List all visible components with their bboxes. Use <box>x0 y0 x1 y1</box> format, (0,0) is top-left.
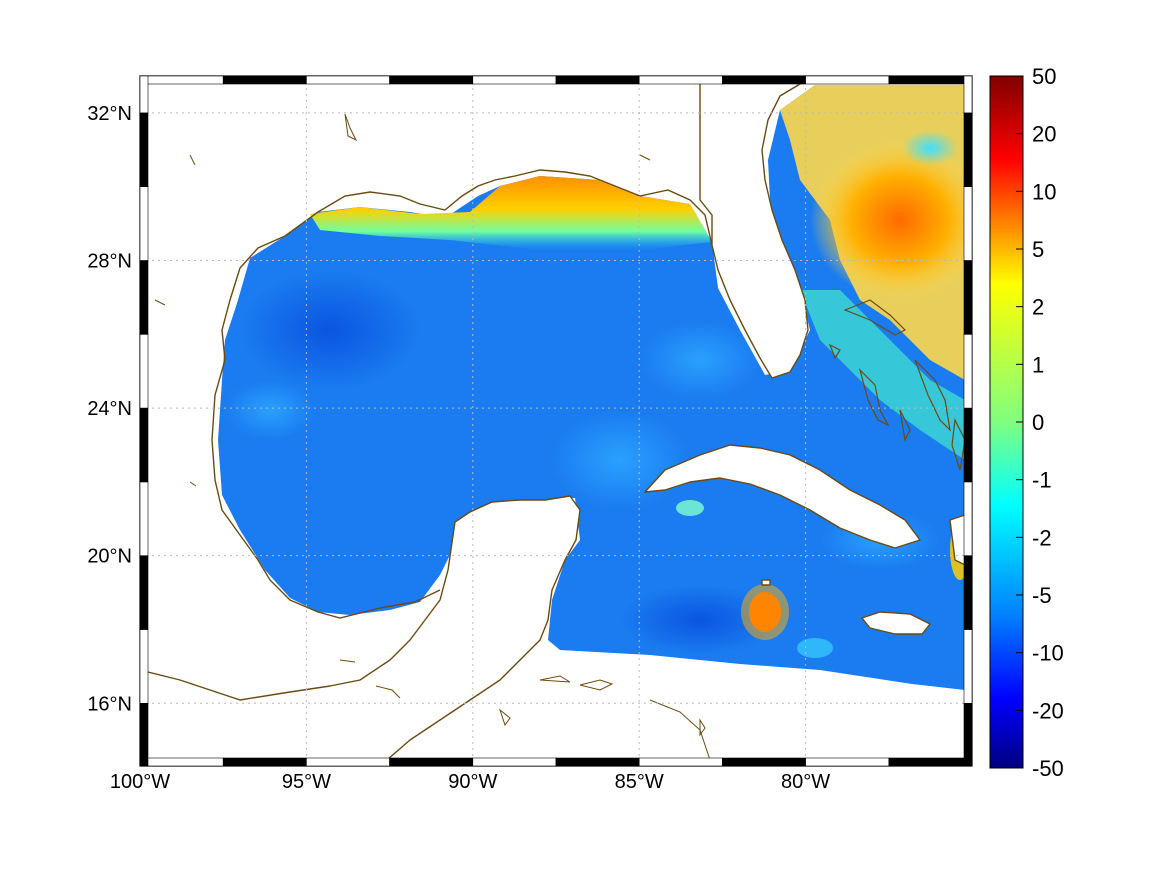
cuba <box>644 444 921 549</box>
colorbar-label: -20 <box>1032 698 1064 723</box>
small-island <box>761 579 771 586</box>
bahamas-band <box>800 290 965 460</box>
frame-band-right <box>963 75 973 114</box>
frame-band-right <box>963 260 973 335</box>
lat-tick-label: 16°N <box>87 693 132 715</box>
frame-band-bottom <box>306 757 390 767</box>
frame-band-right <box>963 186 973 261</box>
lon-tick-label: 80°W <box>781 771 830 793</box>
florida-peninsula <box>699 76 821 379</box>
frame-band-right <box>963 629 973 704</box>
lat-tick-label: 20°N <box>87 546 132 568</box>
frame-band-left <box>139 629 149 704</box>
frame-band-top <box>722 75 806 85</box>
frame-band-top <box>306 75 390 85</box>
frame-band-bottom <box>722 757 806 767</box>
colorbar-label: -5 <box>1032 583 1052 608</box>
atlantic-hot-core <box>810 140 972 300</box>
colorbar-label: 2 <box>1032 295 1044 320</box>
frame-band-top <box>222 75 307 85</box>
frame-band-bottom <box>139 757 224 767</box>
frame-band-left <box>139 75 149 114</box>
ocean-eddy <box>225 380 315 440</box>
lat-tick-label: 24°N <box>87 398 132 420</box>
northern-gulf-band <box>310 176 712 250</box>
land-masses <box>140 76 966 766</box>
lon-tick-label: 85°W <box>615 771 664 793</box>
frame-band-bottom <box>222 757 307 767</box>
frame-band-right <box>963 702 973 767</box>
frame-band-left <box>139 112 149 187</box>
frame-band-right <box>963 555 973 630</box>
colorbar-label: 5 <box>1032 237 1044 262</box>
ocean-eddy <box>240 270 420 390</box>
colorbar-label: -1 <box>1032 468 1052 493</box>
colorbar-label: 0 <box>1032 410 1044 435</box>
colorbar-label: -2 <box>1032 525 1052 550</box>
frame-band-right <box>963 481 973 556</box>
small-warm-spot <box>797 638 833 658</box>
frame-band-left <box>139 555 149 630</box>
frame-band-right <box>963 407 973 483</box>
frame-band-left <box>139 481 149 556</box>
small-warm-spot <box>676 500 704 516</box>
frame-band-top <box>888 75 973 85</box>
ocean-eddy <box>550 410 690 510</box>
frame-band-bottom <box>389 757 474 767</box>
lon-tick-label: 100°W <box>110 771 170 793</box>
jamaica <box>861 611 931 635</box>
ocean-eddy <box>640 320 760 400</box>
frame-band-left <box>139 333 149 409</box>
frame-band-left <box>139 407 149 483</box>
colorbar-label: 1 <box>1032 352 1044 377</box>
colorbar-label: 10 <box>1032 179 1056 204</box>
gulf-coastline <box>211 169 713 619</box>
map-frame-bands <box>139 75 973 767</box>
frame-band-left <box>139 186 149 261</box>
atlantic-cool-eddy <box>902 130 958 166</box>
frame-band-bottom <box>555 757 640 767</box>
frame-band-bottom <box>888 757 973 767</box>
frame-band-bottom <box>472 757 557 767</box>
frame-band-top <box>555 75 640 85</box>
frame-band-left <box>139 702 149 767</box>
frame-band-top <box>389 75 474 85</box>
colorbar-label: 50 <box>1032 64 1056 89</box>
colorbar-label: -50 <box>1032 756 1064 781</box>
ocean-eddy <box>620 585 780 655</box>
frame-band-top <box>139 75 224 85</box>
caribbean-islets <box>154 113 711 761</box>
lon-tick-label: 95°W <box>282 771 331 793</box>
yucatan-peninsula <box>140 495 581 766</box>
colorbar-label: -10 <box>1032 641 1064 666</box>
frame-band-top <box>472 75 557 85</box>
latitude-tick-labels: 32°N 28°N 24°N 20°N 16°N <box>87 103 132 715</box>
frame-band-top <box>638 75 723 85</box>
lon-tick-label: 90°W <box>448 771 497 793</box>
colorbar-label: 20 <box>1032 122 1056 147</box>
caribbean-hot-halo <box>741 584 789 640</box>
lat-tick-label: 32°N <box>87 103 132 125</box>
frame-band-right <box>963 112 973 187</box>
longitude-tick-labels: 100°W 95°W 90°W 85°W 80°W <box>110 771 830 793</box>
frame-band-left <box>139 260 149 335</box>
lat-tick-label: 28°N <box>87 250 132 272</box>
colorbar-ticks <box>1016 75 1023 769</box>
frame-band-right <box>963 333 973 409</box>
frame-band-bottom <box>638 757 723 767</box>
bahamas-islands <box>828 299 966 471</box>
frame-band-bottom <box>805 757 890 767</box>
frame-band-top <box>805 75 890 85</box>
